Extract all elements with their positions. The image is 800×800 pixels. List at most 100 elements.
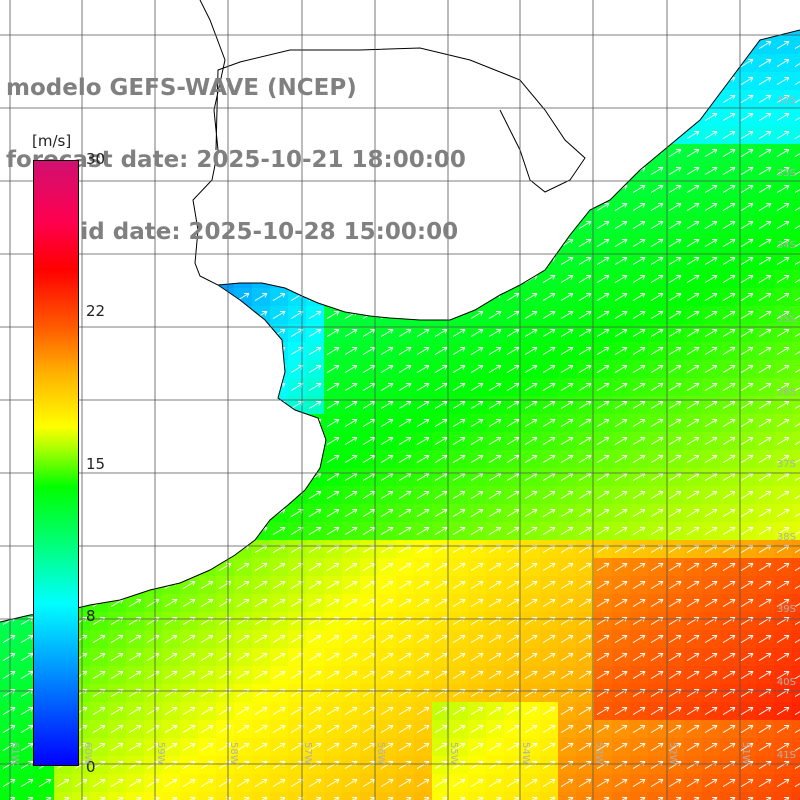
latitude-label: 40S: [776, 677, 796, 688]
wind-arrow: [722, 166, 736, 175]
wind-cell: [72, 792, 91, 800]
wind-cell: [126, 792, 145, 800]
wind-cell: [378, 792, 397, 800]
wind-cell: [54, 792, 73, 800]
wind-cell: [792, 108, 800, 127]
wind-arrow: [704, 166, 718, 175]
wind-arrow: [776, 76, 790, 85]
longitude-label: 55W: [448, 742, 459, 765]
longitude-label: 59W: [155, 742, 166, 765]
wind-cell: [468, 792, 487, 800]
wind-arrow: [668, 166, 682, 175]
latitude-label: 38S: [776, 532, 796, 543]
wind-cell: [216, 792, 235, 800]
wind-arrow: [650, 166, 664, 175]
latitude-label: 41S: [776, 750, 796, 761]
wind-arrow: [740, 166, 754, 175]
wind-arrow: [794, 63, 800, 67]
wind-arrow: [776, 166, 790, 175]
wind-arrow: [722, 112, 736, 121]
wind-cell: [792, 720, 800, 739]
wind-cell: [306, 792, 325, 800]
colorbar: [33, 160, 79, 766]
wind-cell: [792, 288, 800, 307]
wind-arrow: [722, 130, 736, 139]
wind-cell: [792, 360, 800, 379]
wind-cell: [792, 144, 800, 163]
wind-cell: [792, 684, 800, 703]
wind-cell: [792, 234, 800, 253]
colorbar-tick-22: 22: [86, 302, 106, 320]
wind-arrow: [722, 94, 736, 103]
longitude-label: 52W: [667, 742, 678, 765]
wind-arrow: [740, 112, 754, 121]
wind-cell: [432, 792, 451, 800]
wind-cell: [414, 792, 433, 800]
wind-cell: [792, 36, 800, 55]
wind-cell: [792, 522, 800, 541]
wind-cell: [792, 576, 800, 595]
wind-cell: [234, 792, 253, 800]
latitude-label: 36S: [776, 387, 796, 398]
wind-cell: [396, 792, 415, 800]
wind-arrow: [758, 148, 772, 157]
title-model: modelo GEFS-WAVE (NCEP): [6, 75, 357, 101]
wind-cell: [792, 342, 800, 361]
wind-cell: [630, 792, 649, 800]
wind-arrow: [758, 40, 772, 49]
wind-arrow: [776, 130, 790, 139]
wind-cell: [792, 792, 800, 800]
wind-arrow: [686, 166, 700, 175]
longitude-label: 58W: [228, 742, 239, 765]
wind-cell: [792, 180, 800, 199]
wind-arrow: [776, 94, 790, 103]
wind-arrow: [794, 135, 800, 139]
wind-arrow: [758, 76, 772, 85]
wind-arrow: [776, 58, 790, 67]
colorbar-tick-15: 15: [86, 455, 106, 473]
wind-cell: [702, 792, 721, 800]
wind-cell: [594, 792, 613, 800]
wind-cell: [792, 72, 800, 91]
wind-cell: [792, 396, 800, 415]
wind-arrow: [704, 148, 718, 157]
wind-cell: [756, 792, 775, 800]
wind-cell: [342, 792, 361, 800]
wind-cell: [792, 252, 800, 271]
wind-cell: [774, 792, 793, 800]
wind-arrow: [758, 130, 772, 139]
wind-cell: [792, 486, 800, 505]
wind-arrow: [776, 40, 790, 49]
wind-cell: [792, 450, 800, 469]
wind-cell: [486, 792, 505, 800]
wind-arrow: [794, 117, 800, 121]
wind-cell: [324, 792, 343, 800]
wind-arrow: [794, 45, 800, 49]
wind-cell: [198, 792, 217, 800]
wind-cell: [18, 792, 37, 800]
wind-arrow: [740, 94, 754, 103]
wind-cell: [792, 270, 800, 289]
longitude-label: 57W: [302, 742, 313, 765]
colorbar-tick-30: 30: [86, 150, 106, 168]
wind-cell: [792, 414, 800, 433]
wind-cell: [792, 558, 800, 577]
wind-cell: [90, 792, 109, 800]
wind-cell: [288, 792, 307, 800]
latitude-label: 39S: [776, 604, 796, 615]
wind-cell: [576, 792, 595, 800]
wind-cell: [522, 792, 541, 800]
wind-cell: [720, 792, 739, 800]
wind-cell: [0, 792, 19, 800]
wind-arrow: [686, 130, 700, 139]
wind-cell: [792, 630, 800, 649]
wind-cell: [180, 792, 199, 800]
wind-cell: [792, 504, 800, 523]
wind-cell: [360, 792, 379, 800]
latitude-label: 37S: [776, 459, 796, 470]
wind-cell: [648, 792, 667, 800]
wind-arrow: [758, 112, 772, 121]
wind-cell: [792, 594, 800, 613]
wind-cell: [792, 126, 800, 145]
